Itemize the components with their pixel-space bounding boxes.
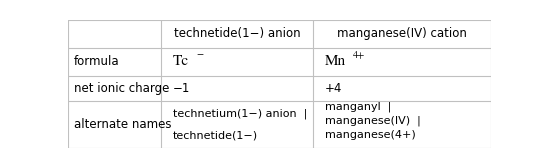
Text: Tc: Tc [173,55,189,69]
Text: manganese(IV) cation: manganese(IV) cation [337,28,467,41]
Text: manganese(4+): manganese(4+) [325,130,416,140]
Text: net ionic charge: net ionic charge [74,82,169,95]
Text: technetide(1−): technetide(1−) [173,130,258,140]
Text: technetium(1−) anion  |: technetium(1−) anion | [173,108,307,119]
Text: −: − [196,50,203,60]
Text: technetide(1−) anion: technetide(1−) anion [174,28,300,41]
Text: +4: +4 [325,82,342,95]
Text: 4+: 4+ [353,50,365,60]
Text: −1: −1 [173,82,190,95]
Text: alternate names: alternate names [74,118,171,131]
Text: manganyl  |: manganyl | [325,102,391,112]
Text: manganese(IV)  |: manganese(IV) | [325,116,421,126]
Text: formula: formula [74,55,119,68]
Text: Mn: Mn [325,55,346,69]
